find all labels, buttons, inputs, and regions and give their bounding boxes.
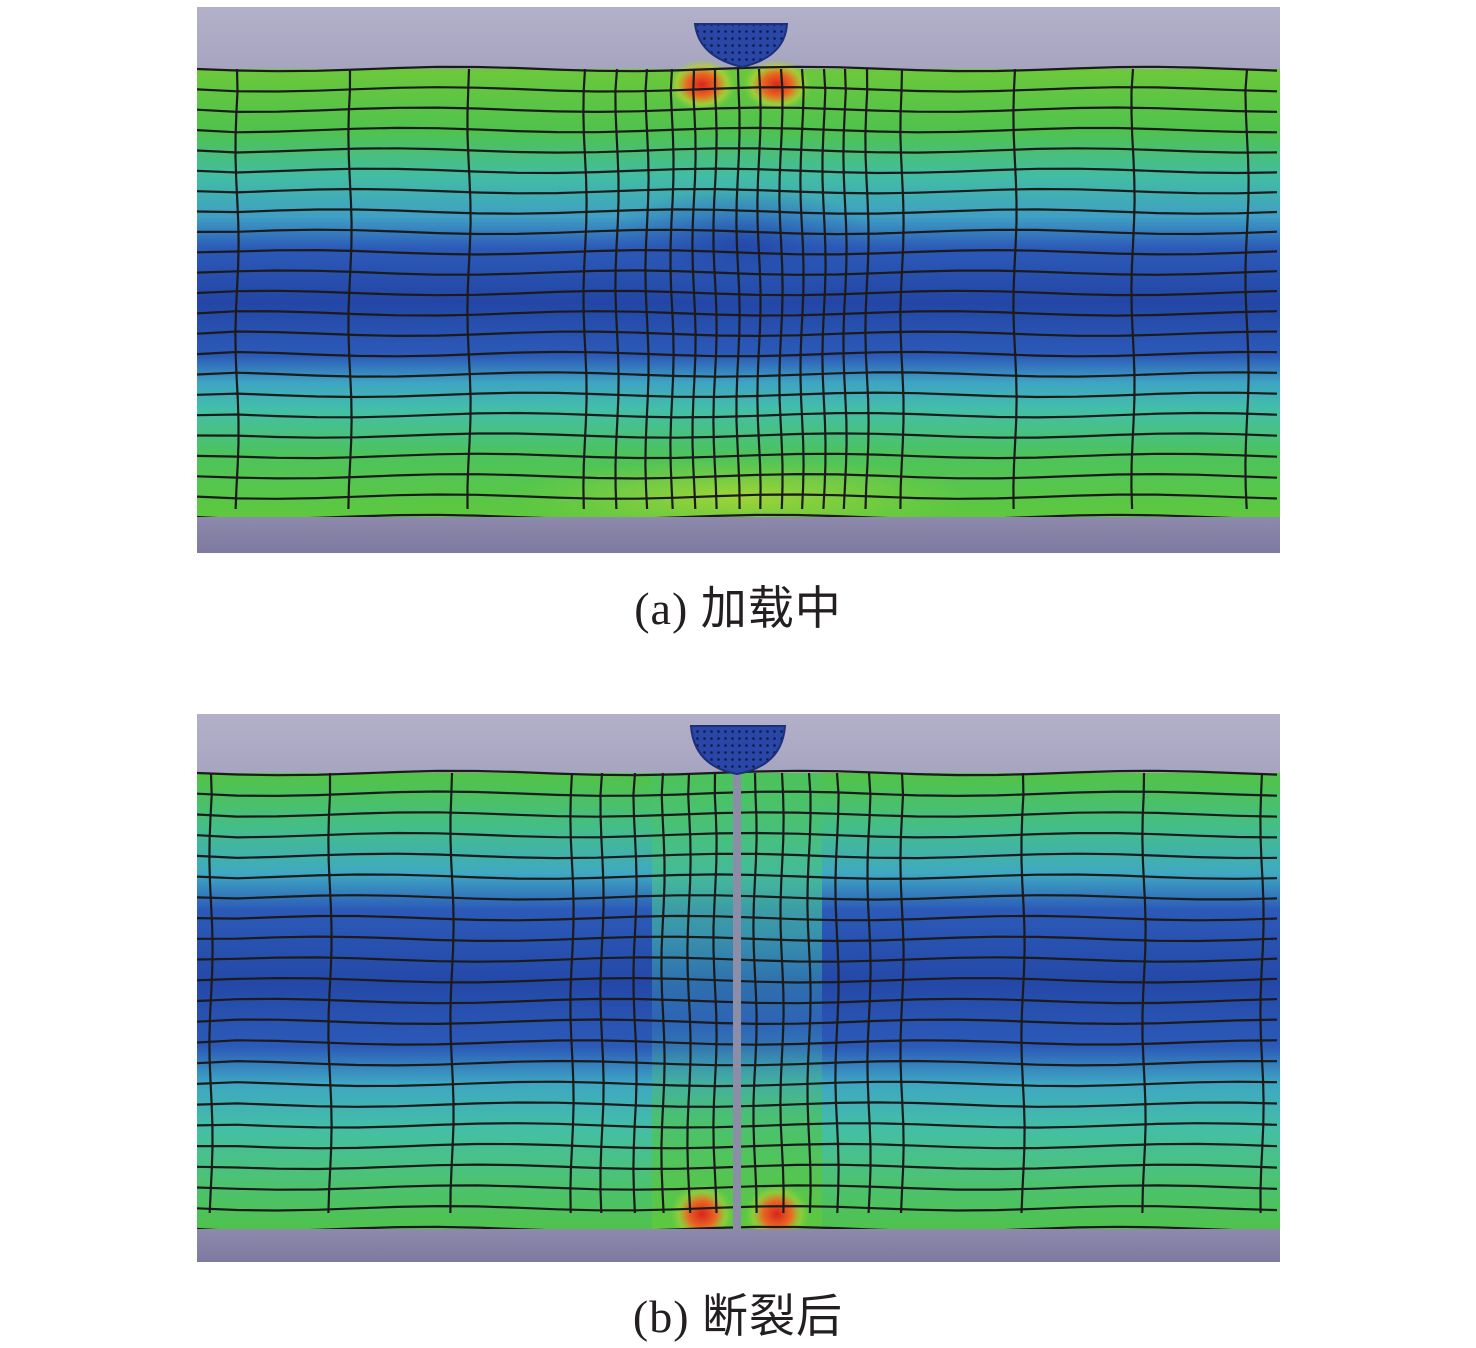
bottom-platen <box>197 1229 1280 1262</box>
panel-fractured <box>197 714 1280 1262</box>
mesh-row-line <box>197 167 1278 175</box>
mesh-column-line <box>686 772 692 1214</box>
crack <box>733 774 741 1230</box>
mesh-grid <box>197 65 1278 521</box>
mesh-row-line <box>197 310 1278 317</box>
mesh-column-line <box>756 68 762 510</box>
mesh-column-line <box>866 772 872 1214</box>
mesh-column-line <box>1141 772 1147 1214</box>
compression-zone <box>602 187 882 307</box>
mesh-column-line <box>644 68 650 510</box>
bottom-platen <box>197 517 1280 553</box>
panel-loading <box>197 7 1280 553</box>
stress-contour-plot-loading <box>197 7 1280 553</box>
mesh-column-line <box>899 772 905 1214</box>
mesh-column-line <box>614 68 620 510</box>
mesh-row-line <box>197 493 1278 500</box>
mesh-column-line <box>569 772 575 1214</box>
mesh-column-line <box>234 68 240 510</box>
mesh-column-line <box>799 68 805 510</box>
mesh-column-line <box>1130 68 1136 510</box>
indenter <box>689 725 787 776</box>
mesh-column-line <box>208 772 214 1214</box>
mesh-column-line <box>632 772 638 1214</box>
mesh-column-line <box>779 772 785 1214</box>
mesh-column-line <box>660 772 666 1214</box>
mesh-column-line <box>582 68 588 510</box>
mesh-row-line <box>197 86 1278 93</box>
mesh-column-line <box>778 68 784 510</box>
mesh-column-line <box>669 68 675 510</box>
mesh-column-line <box>735 68 741 510</box>
mesh-column-line <box>1020 772 1026 1214</box>
mesh-column-line <box>466 68 472 509</box>
caption-a: (a) 加载中 <box>634 583 842 634</box>
mesh-row-line <box>197 126 1278 134</box>
mesh-column-line <box>691 68 697 510</box>
mesh-row-line <box>197 269 1278 276</box>
mesh-column-line <box>712 69 718 510</box>
mesh-row-line <box>197 147 1278 154</box>
mesh-column-line <box>1259 772 1265 1214</box>
mesh-column-line <box>864 68 870 510</box>
stress-contour-plot-fractured <box>197 714 1280 1262</box>
contact-stress-left <box>668 59 736 111</box>
mesh-row-line <box>197 106 1278 114</box>
mesh-column-line <box>599 772 605 1214</box>
mesh-column-line <box>821 68 827 510</box>
mesh-column-line <box>842 68 848 510</box>
mesh-column-line <box>806 772 812 1214</box>
mesh-column-line <box>752 772 758 1214</box>
mesh-row-line <box>197 65 1278 73</box>
mesh-column-line <box>712 772 718 1214</box>
mesh-column-line <box>327 773 333 1214</box>
mesh-column-line <box>1012 68 1018 510</box>
mesh-row-line <box>197 330 1278 338</box>
indenter <box>693 23 789 69</box>
caption-b: (b) 断裂后 <box>632 1291 844 1342</box>
mesh-row-line <box>197 472 1278 480</box>
mesh-column-line <box>347 68 353 510</box>
mesh-column-line <box>1244 68 1250 510</box>
mesh-column-line <box>449 772 455 1214</box>
mesh-row-line <box>197 513 1278 521</box>
mesh-row-line <box>197 289 1278 297</box>
mesh-column-line <box>899 68 905 510</box>
mesh-row-line <box>197 350 1278 358</box>
mesh-column-line <box>834 772 840 1214</box>
